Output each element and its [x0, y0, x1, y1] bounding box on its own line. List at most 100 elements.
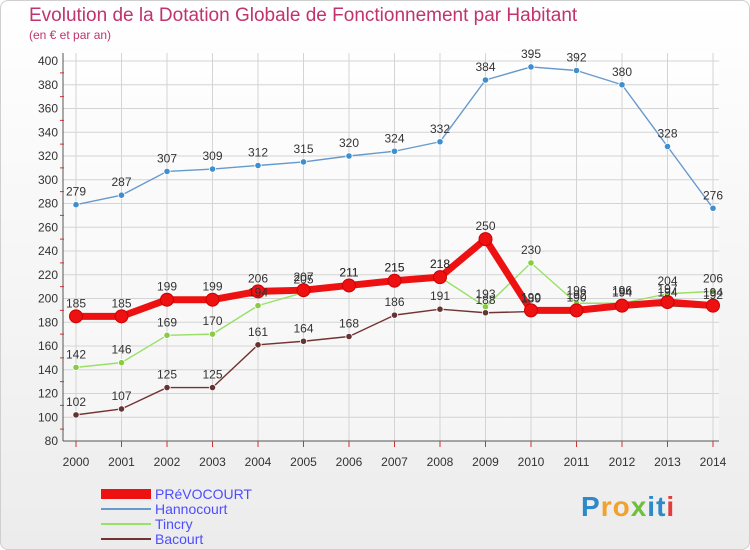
- data-point-hannocourt: [299, 158, 308, 166]
- data-label-tincry: 204: [657, 274, 677, 288]
- data-label-bacourt: 188: [475, 293, 495, 307]
- data-label-hannocourt: 328: [657, 127, 677, 141]
- logo-letter: x: [630, 491, 648, 522]
- data-label-hannocourt: 287: [111, 175, 131, 189]
- data-label-pr-vocourt: 199: [157, 280, 177, 294]
- data-point-pr-vocourt: [251, 284, 265, 299]
- data-label-tincry: 170: [202, 314, 222, 328]
- data-label-pr-vocourt: 197: [657, 282, 677, 296]
- data-label-bacourt: 125: [157, 368, 177, 382]
- y-tick-label: 260: [38, 220, 58, 234]
- data-label-hannocourt: 320: [339, 136, 359, 150]
- data-point-tincry: [709, 287, 717, 295]
- x-tick-label: 2014: [700, 455, 727, 469]
- x-tick-label: 2012: [609, 455, 636, 469]
- data-label-pr-vocourt: 194: [703, 286, 723, 300]
- data-label-hannocourt: 392: [566, 51, 586, 65]
- legend-swatch: [101, 538, 151, 540]
- logo-letter: i: [666, 491, 676, 522]
- logo-letter: r: [600, 491, 613, 522]
- x-tick-label: 2010: [518, 455, 545, 469]
- data-label-hannocourt: 380: [612, 65, 632, 79]
- y-tick-label: 120: [38, 387, 58, 401]
- legend-label: PRéVOCOURT: [155, 486, 252, 502]
- legend-label: Tincry: [155, 516, 193, 532]
- data-point-pr-vocourt: [69, 309, 83, 324]
- data-point-hannocourt: [436, 138, 444, 146]
- data-point-pr-vocourt: [387, 273, 402, 288]
- data-point-pr-vocourt: [615, 298, 629, 313]
- data-point-bacourt: [345, 332, 353, 341]
- data-point-pr-vocourt: [706, 298, 720, 313]
- data-label-pr-vocourt: 194: [612, 286, 632, 300]
- data-label-pr-vocourt: 250: [475, 219, 495, 233]
- data-label-tincry: 194: [248, 286, 268, 300]
- data-point-pr-vocourt: [114, 309, 129, 324]
- data-label-hannocourt: 332: [430, 122, 450, 136]
- data-point-tincry: [163, 331, 171, 339]
- data-label-hannocourt: 395: [521, 47, 541, 61]
- y-tick-label: 320: [38, 149, 58, 163]
- y-tick-label: 240: [38, 244, 58, 258]
- data-point-hannocourt: [709, 204, 717, 212]
- legend-swatch: [101, 508, 151, 510]
- data-label-bacourt: 194: [612, 286, 632, 300]
- data-point-pr-vocourt: [660, 295, 675, 310]
- y-tick-label: 140: [38, 363, 58, 377]
- data-point-hannocourt: [345, 152, 353, 160]
- data-point-hannocourt: [618, 81, 626, 89]
- data-point-hannocourt: [390, 147, 399, 155]
- y-tick-label: 200: [38, 292, 58, 306]
- data-label-bacourt: 192: [566, 288, 586, 302]
- legend-label: Hannocourt: [155, 501, 228, 517]
- data-label-hannocourt: 309: [202, 149, 222, 163]
- y-tick-label: 80: [45, 434, 59, 448]
- logo-letter: o: [612, 491, 631, 522]
- data-label-bacourt: 161: [248, 325, 268, 339]
- data-point-hannocourt: [254, 161, 262, 170]
- y-tick-label: 380: [38, 78, 58, 92]
- y-tick-label: 300: [38, 173, 58, 187]
- data-point-hannocourt: [481, 76, 490, 84]
- y-tick-label: 100: [38, 410, 58, 424]
- data-label-tincry: 218: [430, 257, 450, 271]
- x-tick-label: 2002: [154, 455, 181, 469]
- data-label-tincry: 146: [111, 343, 131, 357]
- data-point-pr-vocourt: [478, 232, 493, 247]
- y-tick-label: 340: [38, 125, 58, 139]
- data-point-pr-vocourt: [569, 303, 584, 318]
- data-point-pr-vocourt: [205, 292, 220, 307]
- data-label-hannocourt: 312: [248, 146, 268, 160]
- data-label-pr-vocourt: 218: [430, 257, 450, 271]
- data-point-tincry: [72, 363, 80, 371]
- data-point-bacourt: [117, 405, 126, 413]
- data-point-bacourt: [72, 411, 80, 419]
- data-point-hannocourt: [208, 165, 217, 173]
- x-tick-label: 2007: [381, 455, 408, 469]
- legend-item: PRéVOCOURT: [101, 487, 252, 501]
- data-label-tincry: 196: [612, 283, 632, 297]
- data-point-bacourt: [163, 383, 171, 392]
- chart-subtitle: (en € et par an): [29, 28, 112, 42]
- plot-area: [63, 53, 719, 441]
- data-label-pr-vocourt: 206: [248, 271, 268, 285]
- data-point-hannocourt: [72, 201, 80, 209]
- data-label-pr-vocourt: 190: [566, 290, 586, 304]
- data-label-tincry: 211: [339, 265, 358, 279]
- legend-swatch: [101, 489, 151, 499]
- data-label-hannocourt: 307: [157, 151, 177, 165]
- data-point-tincry: [117, 359, 126, 367]
- data-label-bacourt: 164: [293, 321, 313, 335]
- y-tick-label: 400: [38, 54, 58, 68]
- data-label-tincry: 230: [521, 243, 541, 257]
- data-point-pr-vocourt: [342, 278, 356, 293]
- data-label-bacourt: 125: [202, 368, 222, 382]
- data-label-bacourt: 192: [703, 288, 723, 302]
- x-tick-label: 2011: [564, 455, 590, 469]
- data-point-hannocourt: [117, 191, 126, 199]
- x-tick-label: 2008: [427, 455, 454, 469]
- data-label-hannocourt: 384: [475, 60, 495, 74]
- legend-item: Bacourt: [101, 532, 203, 546]
- logo-letter: P: [581, 491, 601, 522]
